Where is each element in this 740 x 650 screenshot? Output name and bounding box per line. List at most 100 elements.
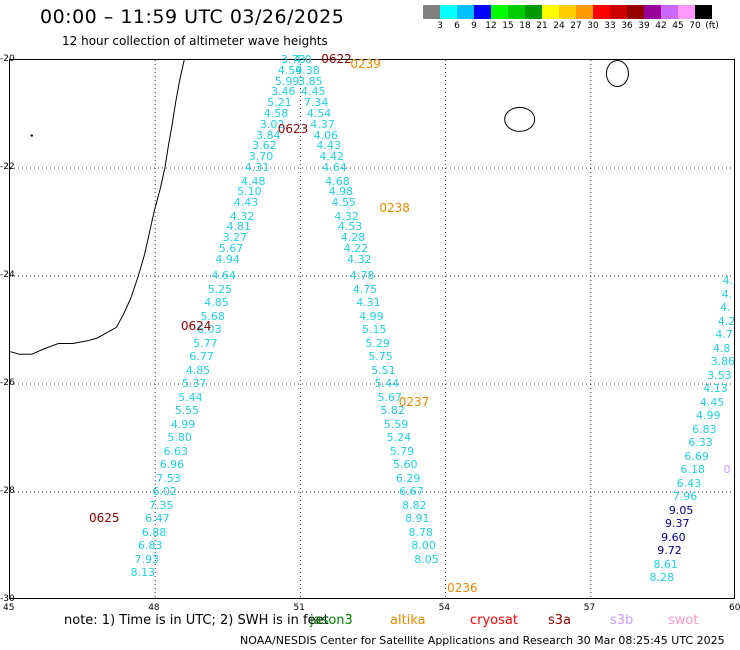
wave-height-value: 6.69	[684, 449, 709, 463]
colorbar-swatch	[423, 5, 440, 19]
wave-height-value: 4.	[721, 287, 733, 301]
colorbar-swatch	[593, 5, 610, 19]
x-tick-label: 54	[438, 603, 451, 613]
pass-time-label: 0623	[277, 122, 309, 137]
wave-height-value: 6.43	[676, 476, 702, 490]
wave-height-value: 4.59	[277, 63, 303, 77]
wave-height-value: 5.25	[207, 282, 233, 296]
note-text: note: 1) Time is in UTC; 2) SWH is in fe…	[64, 613, 329, 628]
wave-height-value: 4.53	[337, 220, 363, 234]
wave-height-value: 5.75	[368, 350, 393, 363]
wave-height-value: 8.78	[408, 525, 433, 539]
wave-height-value: 4.7	[715, 328, 733, 342]
wave-height-value: 6.33	[688, 436, 713, 450]
wave-height-value: 5.80	[167, 431, 192, 444]
map-panel[interactable]	[9, 59, 735, 599]
wave-height-value: 4.32	[346, 252, 372, 266]
y-tick-label: -22	[0, 162, 15, 172]
footer-credit: NOAA/NESDIS Center for Satellite Applica…	[240, 634, 725, 647]
wave-height-value: 5.79	[389, 444, 415, 458]
colorbar-swatch	[695, 5, 712, 19]
colorbar-swatch	[440, 5, 457, 19]
madagascar-coastline	[10, 60, 185, 355]
wave-height-value: 4.06	[313, 128, 339, 142]
colorbar-swatch	[627, 5, 644, 19]
wave-height-value: 5.77	[193, 336, 218, 350]
wave-height-value: 4.0	[294, 53, 312, 66]
colorbar-swatch	[508, 5, 525, 19]
colorbar-swatch	[542, 5, 559, 19]
colorbar-label: 33	[604, 21, 616, 31]
wave-height-value: 7.96	[672, 490, 698, 504]
colorbar-swatch	[610, 5, 627, 19]
mauritius-coastline	[605, 60, 629, 87]
wave-height-value: 4.32	[229, 209, 255, 223]
wave-height-value: 4.28	[340, 231, 366, 245]
wave-height-value: 7.53	[156, 471, 181, 485]
wave-height-value: 8.05	[414, 552, 439, 566]
pass-time-label: 0624	[180, 319, 212, 334]
wave-height-value: 6.03	[196, 323, 222, 336]
wave-height-value: 8.00	[411, 539, 436, 552]
wave-height-value: 6.67	[399, 485, 424, 498]
colorbar-label: 42	[655, 21, 667, 31]
wave-height-value: 9.60	[661, 530, 686, 544]
wave-height-value: 9.37	[664, 517, 690, 531]
wave-height-value: 5.37	[181, 377, 207, 390]
wave-height-value: 5.67	[377, 390, 402, 404]
pass-time-label: 0236	[447, 581, 478, 596]
wave-height-value: 3.62	[252, 139, 277, 153]
wave-height-value: 4.45	[699, 395, 725, 409]
wave-height-value: 5.68	[200, 309, 225, 323]
wave-height-value: 4.31	[244, 161, 270, 174]
colorbar-label: 45	[672, 21, 684, 31]
wave-height-value: 4.32	[334, 209, 359, 223]
wave-height-value: 0	[723, 463, 731, 477]
colorbar-label: 15	[502, 21, 514, 31]
legend-s3b: s3b	[610, 613, 634, 628]
wave-height-value: 6.77	[189, 350, 214, 363]
page-subtitle: 12 hour collection of altimeter wave hei…	[62, 34, 328, 48]
wave-height-value: 5.82	[380, 404, 405, 417]
wave-height-value: 6.18	[680, 463, 705, 477]
wave-height-value: 4.78	[349, 269, 375, 282]
wave-height-value: 3.70	[248, 150, 274, 164]
colorbar-label: 21	[536, 21, 548, 31]
wave-height-value: 4.43	[316, 139, 342, 153]
wave-height-value: 9.72	[657, 544, 682, 558]
legend-swot: swot	[668, 613, 699, 628]
wave-height-value: 8.82	[402, 498, 427, 512]
wave-height-value: 6.29	[395, 471, 421, 485]
colorbar	[423, 5, 712, 19]
wave-height-value: 4.8	[712, 341, 731, 355]
wave-height-value: 8.13	[130, 566, 156, 579]
legend-altika: altika	[390, 613, 426, 628]
wave-height-value: 8.61	[653, 557, 678, 571]
wave-height-value: 4.94	[215, 252, 240, 266]
pass-time-label: 0625	[88, 511, 120, 525]
wave-height-value: 5.60	[392, 458, 418, 471]
wave-height-value: 4.99	[695, 409, 721, 423]
wave-height-value: 5.59	[383, 417, 409, 431]
wave-height-value: 8.28	[649, 571, 674, 585]
reunion-coastline	[504, 106, 536, 132]
wave-height-value: 6.88	[141, 525, 167, 539]
wave-height-value: 9.05	[668, 503, 694, 517]
wave-height-value: 3.84	[256, 128, 281, 142]
wave-height-value: 4.55	[331, 196, 357, 210]
wave-height-value: 4.2	[717, 314, 736, 328]
pass-time-label: 0622	[321, 52, 352, 66]
y-tick-label: -30	[0, 594, 15, 604]
wave-height-value: 4.85	[204, 296, 229, 309]
x-tick-label: 45	[3, 603, 15, 613]
map-canvas	[10, 60, 734, 598]
wave-height-value: 4.64	[211, 269, 236, 282]
wave-height-value: 6.47	[145, 512, 170, 525]
wave-height-value: 4.99	[359, 309, 384, 323]
wave-height-value: 6.63	[163, 444, 189, 458]
wave-height-value: 5.15	[362, 323, 387, 336]
colorbar-label: 12	[485, 21, 497, 31]
wave-height-value: 5.67	[218, 242, 244, 255]
wave-height-value: 4.68	[325, 174, 350, 188]
colorbar-swatch	[525, 5, 542, 19]
